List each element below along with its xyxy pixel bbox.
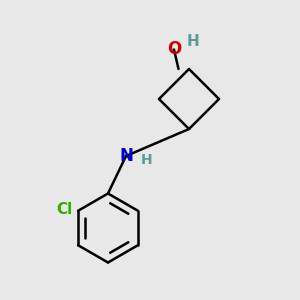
Text: N: N <box>119 147 133 165</box>
Text: H: H <box>187 34 200 50</box>
Text: O: O <box>167 40 181 58</box>
Text: H: H <box>141 154 153 167</box>
Text: Cl: Cl <box>56 202 73 217</box>
